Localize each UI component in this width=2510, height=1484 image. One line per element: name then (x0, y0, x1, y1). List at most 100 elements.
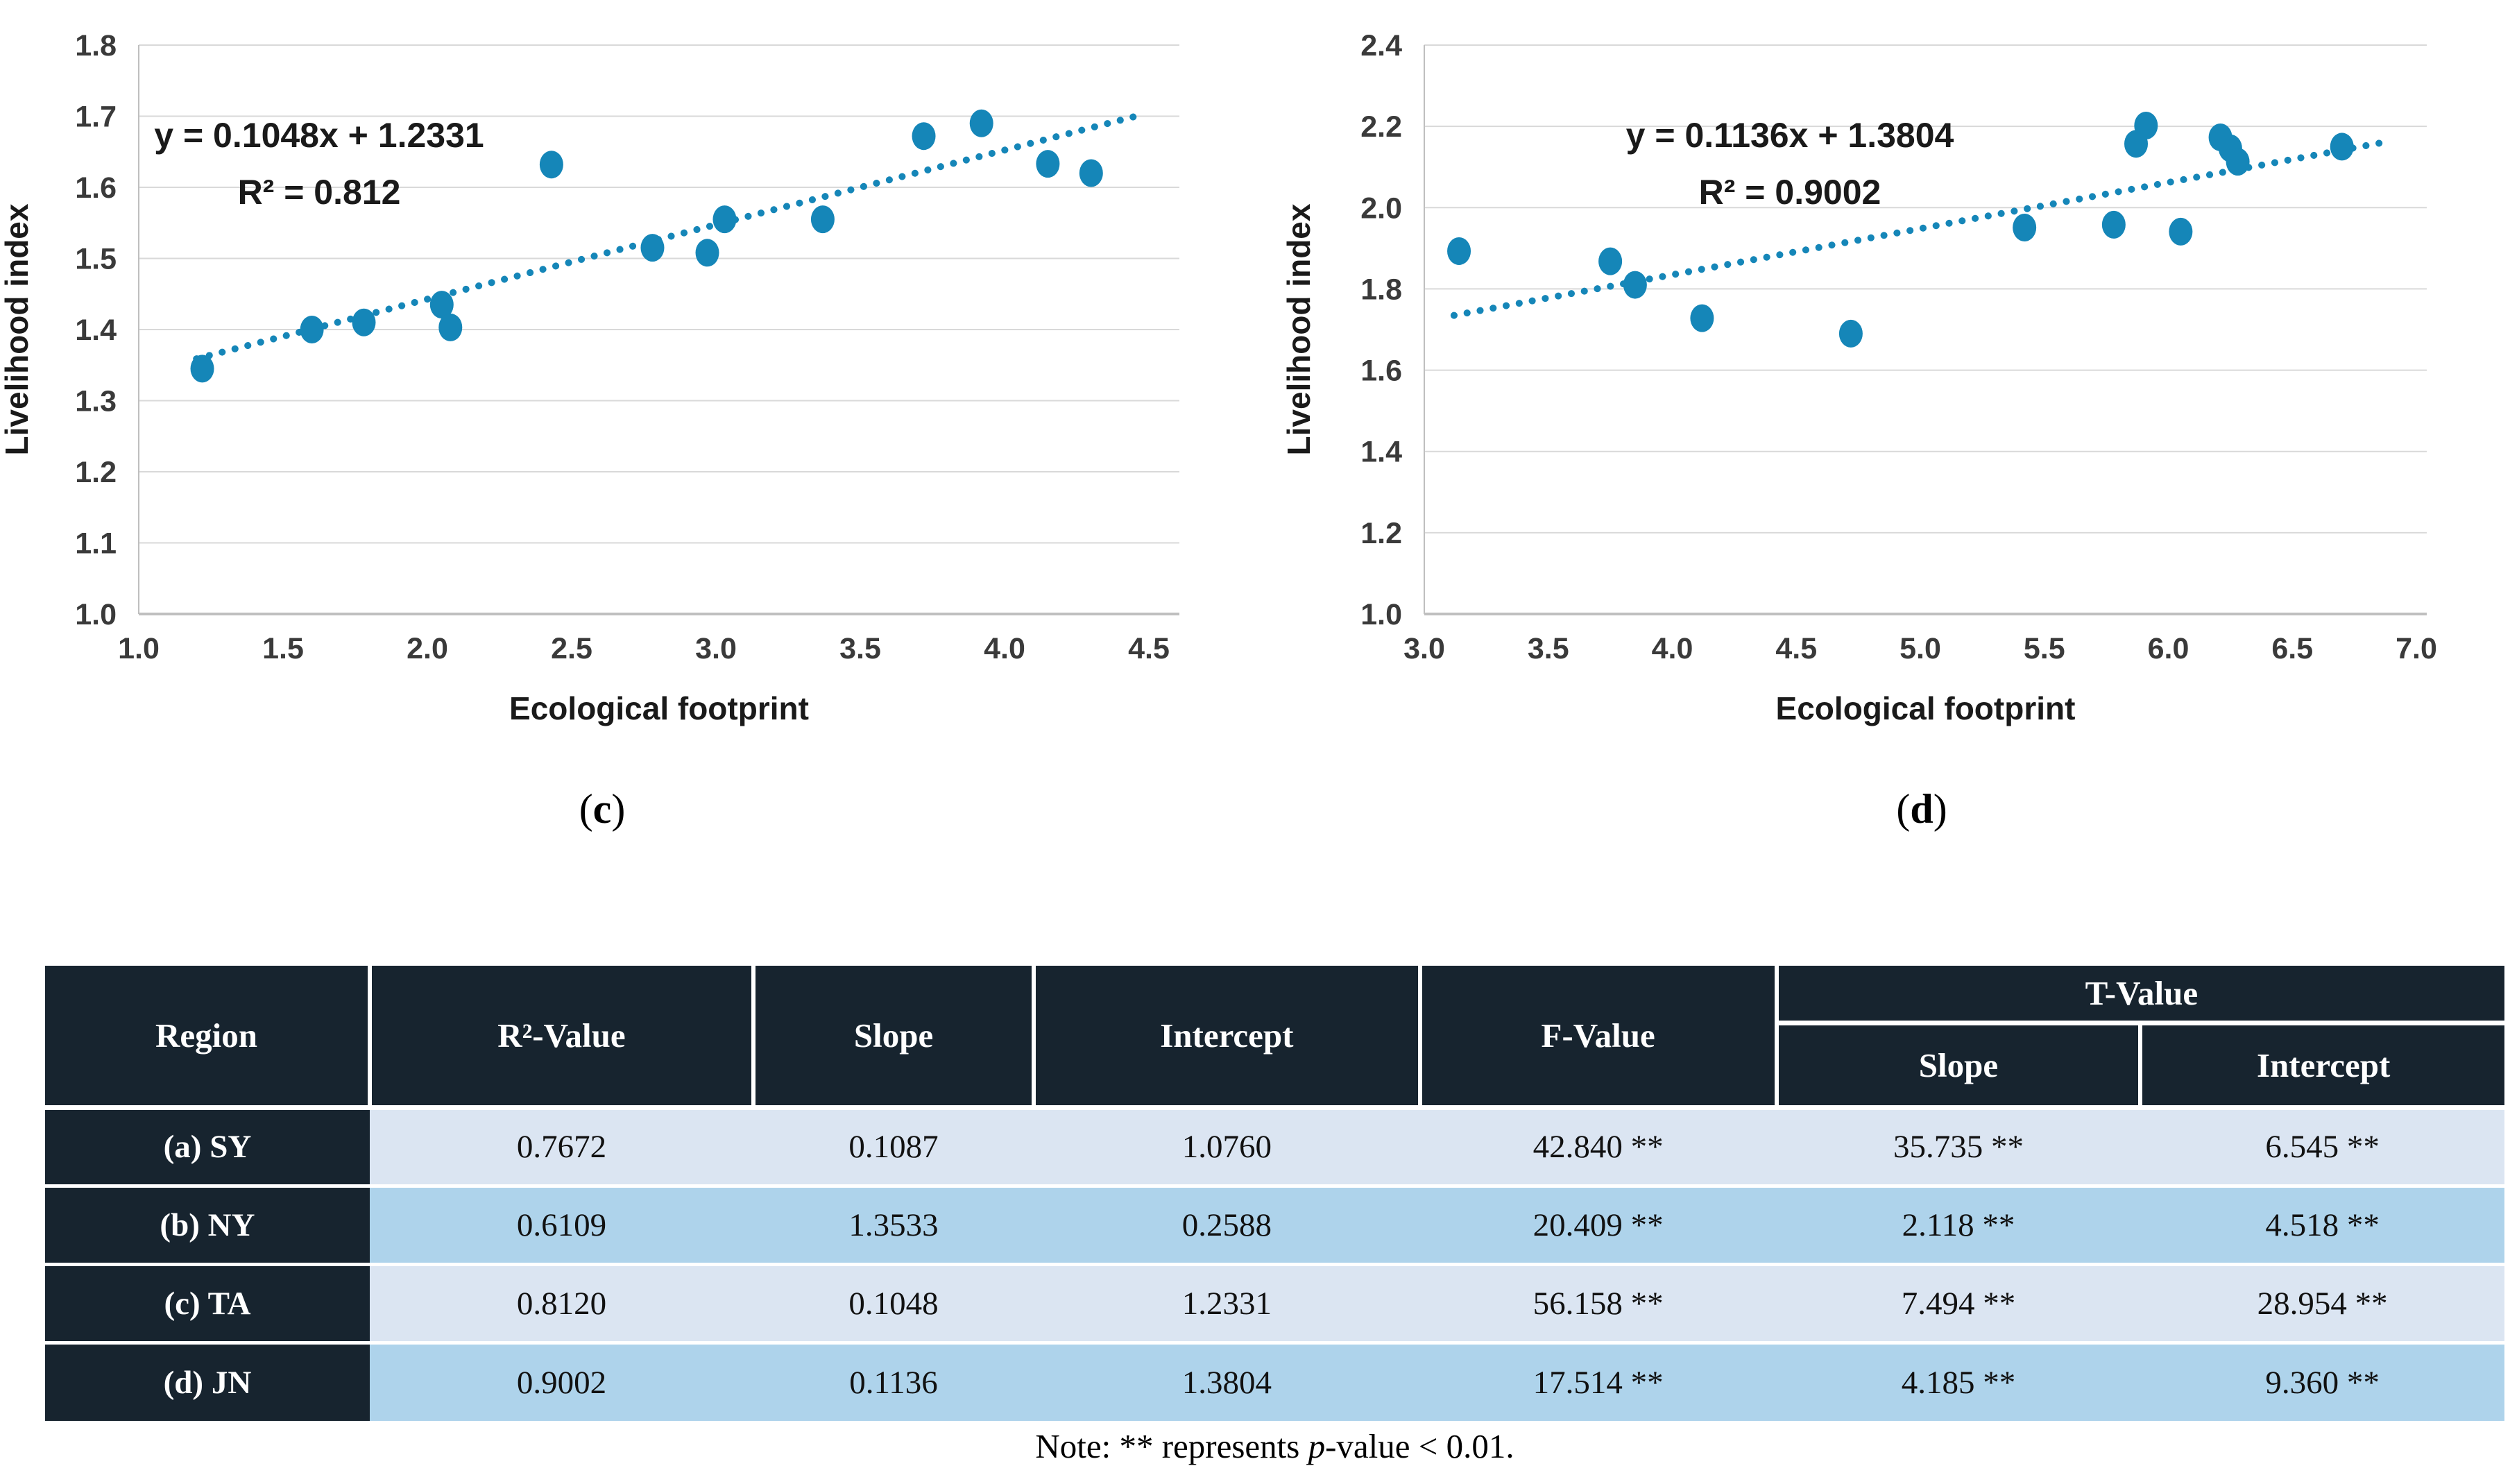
x-tick-label: 5.5 (2024, 632, 2065, 665)
table-cell: 0.8120 (369, 1262, 753, 1342)
x-tick-label: 3.0 (695, 632, 737, 665)
trendline (1450, 139, 2383, 319)
table-cell: 35.735 ** (1776, 1105, 2141, 1186)
data-point (810, 205, 835, 234)
data-point (1079, 159, 1103, 187)
x-tick-label: 6.5 (2271, 632, 2313, 665)
table-cell: 7.494 ** (1776, 1262, 2141, 1342)
data-point (352, 308, 376, 336)
col-header-region: Region (45, 966, 372, 1110)
x-axis-title: Ecological footprint (509, 690, 809, 726)
table-cell: 0.1087 (753, 1105, 1034, 1186)
data-point (2013, 213, 2037, 241)
region-cell: (c) TA (45, 1262, 370, 1342)
table-cell: 9.360 ** (2140, 1340, 2504, 1421)
data-point (1598, 247, 1623, 275)
data-point (969, 109, 993, 137)
y-tick-label: 1.2 (1360, 517, 1402, 550)
caption-open-paren: ( (1896, 786, 1911, 832)
subfigure-caption-d: (d) (1832, 785, 2012, 833)
y-tick-label: 1.7 (75, 101, 117, 134)
col-header-fvalue: F-Value (1419, 966, 1779, 1110)
table-cell: 0.6109 (369, 1184, 753, 1264)
data-point (2169, 217, 2193, 246)
data-point (1623, 271, 1647, 299)
col-group-tvalue: T-Value (1776, 966, 2504, 1025)
y-tick-label: 1.6 (75, 171, 117, 205)
data-point (2134, 111, 2158, 139)
trendline-equation: y = 0.1048x + 1.2331 (154, 116, 484, 155)
x-tick-label: 7.0 (2396, 632, 2437, 665)
y-tick-label: 1.8 (1360, 273, 1402, 306)
data-point (2101, 210, 2126, 239)
table-cell: 6.545 ** (2140, 1105, 2504, 1186)
x-axis-title: Ecological footprint (1776, 690, 2076, 726)
data-point (1690, 304, 1714, 332)
caption-close-paren: ) (611, 786, 626, 832)
table-cell: 4.518 ** (2140, 1184, 2504, 1264)
col-header-t-slope: Slope (1776, 1023, 2143, 1110)
table-cell: 1.2331 (1034, 1262, 1420, 1342)
scatter-chart-d: 1.0 1.2 1.4 1.6 1.8 2.0 2.2 2.4 3.0 3.5 4.0 4.5 5.0 5… (1281, 29, 2437, 726)
table-cell: 0.2588 (1034, 1184, 1420, 1264)
data-point (300, 316, 324, 343)
x-tick-label: 4.5 (1128, 632, 1170, 665)
y-tick-label: 1.3 (75, 385, 117, 418)
x-tick-label: 3.5 (1528, 632, 1569, 665)
table-cell: 0.9002 (369, 1340, 753, 1421)
y-axis-title: Livelihood index (0, 203, 35, 455)
table-cell: 4.185 ** (1776, 1340, 2141, 1421)
x-tick-label: 4.5 (1775, 632, 1817, 665)
table-row: (c) TA 0.8120 0.1048 1.2331 56.158 ** 7.494 *… (45, 1262, 2504, 1342)
y-tick-label: 1.6 (1360, 355, 1402, 388)
col-header-intercept: Intercept (1034, 966, 1422, 1110)
x-tick-label: 1.5 (262, 632, 304, 665)
data-point (1838, 319, 1863, 348)
table-cell: 28.954 ** (2140, 1262, 2504, 1342)
subfigure-caption-c: (c) (512, 785, 692, 833)
y-tick-label: 1.5 (75, 243, 117, 276)
table-cell: 20.409 ** (1419, 1184, 1777, 1264)
footnote-text: Note: ** represents (1035, 1427, 1308, 1465)
data-point (695, 239, 719, 267)
caption-letter: d (1910, 786, 1933, 832)
table-cell: 1.0760 (1034, 1105, 1420, 1186)
caption-open-paren: ( (579, 786, 593, 832)
data-point (2226, 148, 2250, 176)
table-cell: 42.840 ** (1419, 1105, 1777, 1186)
footnote-text-end: -value < 0.01. (1325, 1427, 1514, 1465)
data-point (438, 313, 463, 341)
table-cell: 1.3804 (1034, 1340, 1420, 1421)
regression-stats-table: Region R²-Value Slope Intercept F-Value … (45, 966, 2504, 1421)
caption-close-paren: ) (1933, 786, 1947, 832)
x-tick-label: 3.5 (839, 632, 881, 665)
table-cell: 0.1048 (753, 1262, 1034, 1342)
scatter-chart-c: 1.0 1.1 1.2 1.3 1.4 1.5 1.6 1.7 1.8 1.0 1.5 2.0 2.5 3… (0, 29, 1179, 726)
caption-letter: c (592, 786, 612, 832)
y-axis-title: Livelihood index (1281, 203, 1317, 455)
y-tick-label: 2.4 (1360, 29, 1402, 62)
table-row: (a) SY 0.7672 0.1087 1.0760 42.840 ** 35.735 … (45, 1105, 2504, 1186)
y-tick-label: 1.8 (75, 29, 117, 62)
table-footnote: Note: ** represents p-value < 0.01. (45, 1426, 2504, 1466)
x-tick-label: 2.0 (407, 632, 448, 665)
y-tick-label: 1.4 (75, 314, 117, 347)
r-squared-label: R² = 0.812 (238, 173, 401, 212)
table-cell: 1.3533 (753, 1184, 1034, 1264)
data-point (1036, 150, 1060, 178)
data-point (712, 205, 737, 234)
data-point (429, 291, 454, 319)
x-tick-label: 5.0 (1899, 632, 1941, 665)
table-row: (d) JN 0.9002 0.1136 1.3804 17.514 ** 4.185 *… (45, 1340, 2504, 1421)
x-tick-label: 4.0 (984, 632, 1025, 665)
table-cell: 2.118 ** (1776, 1184, 2141, 1264)
x-tick-label: 1.0 (118, 632, 160, 665)
data-point (1447, 237, 1471, 265)
y-tick-label: 2.2 (1360, 110, 1402, 144)
trendline-equation: y = 0.1136x + 1.3804 (1626, 116, 1954, 155)
table-cell: 56.158 ** (1419, 1262, 1777, 1342)
region-cell: (d) JN (45, 1340, 370, 1421)
x-tick-label: 2.5 (551, 632, 592, 665)
table-cell: 0.7672 (369, 1105, 753, 1186)
